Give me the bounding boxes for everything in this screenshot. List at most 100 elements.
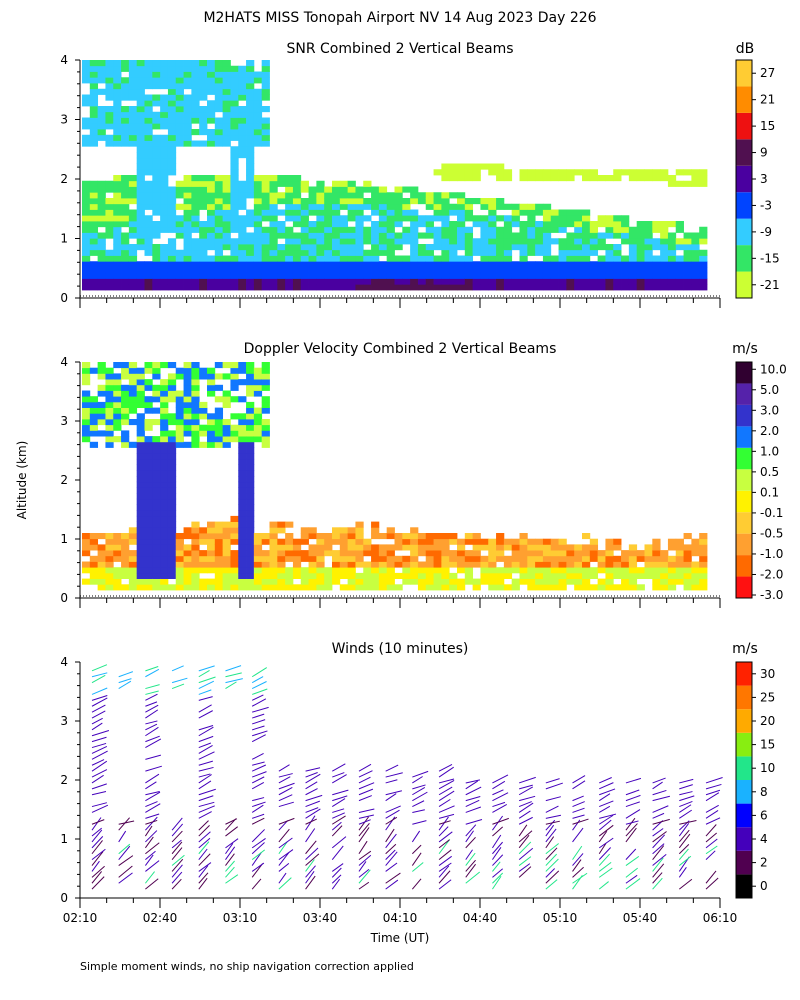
doppler-cell <box>113 401 122 408</box>
doppler-cell <box>277 550 286 557</box>
snr-cell <box>417 284 427 291</box>
doppler-cell <box>425 572 434 579</box>
doppler-cell <box>128 367 138 374</box>
doppler-cell <box>105 430 114 437</box>
doppler-cell <box>136 453 145 460</box>
snr-cell <box>417 272 427 279</box>
snr-cell <box>394 238 403 245</box>
snr-cell <box>324 278 333 285</box>
snr-cell <box>253 140 263 147</box>
snr-cell <box>332 278 341 285</box>
doppler-cell <box>652 538 661 545</box>
snr-cell <box>152 255 161 262</box>
snr-cell <box>167 221 177 228</box>
doppler-cell <box>82 401 91 408</box>
snr-cell <box>82 249 91 256</box>
snr-cell <box>175 192 184 199</box>
snr-cell <box>433 272 442 279</box>
doppler-cell <box>191 379 200 386</box>
snr-cell <box>246 163 255 170</box>
doppler-cell <box>238 550 247 557</box>
wind-barb <box>91 672 108 678</box>
wind-barb <box>118 843 131 855</box>
doppler-cell <box>144 447 153 454</box>
doppler-cell <box>238 487 247 494</box>
doppler-cell <box>269 533 278 540</box>
snr-cell <box>175 226 184 233</box>
snr-cell <box>207 261 216 268</box>
snr-cell <box>238 123 247 130</box>
wind-barb <box>251 849 266 861</box>
doppler-cell <box>292 561 302 568</box>
snr-cell <box>316 180 325 187</box>
snr-cell <box>167 123 177 130</box>
snr-cell <box>582 255 591 262</box>
snr-cell <box>105 209 114 216</box>
doppler-cell <box>246 373 255 380</box>
wind-barb <box>305 794 323 802</box>
snr-cell <box>488 284 497 291</box>
doppler-cell <box>105 533 114 540</box>
snr-cell <box>316 249 325 256</box>
snr-cell <box>167 106 177 113</box>
snr-cell <box>324 232 333 239</box>
snr-cell <box>261 198 270 205</box>
snr-cell <box>152 65 161 72</box>
wind-barb <box>678 878 693 890</box>
wind-barb <box>251 838 266 849</box>
snr-cell <box>683 261 692 268</box>
snr-cell <box>136 215 145 222</box>
doppler-cell <box>222 362 231 369</box>
snr-cell <box>160 198 169 205</box>
doppler-cell <box>160 441 169 448</box>
snr-cell <box>230 88 239 95</box>
doppler-cell <box>199 555 208 562</box>
snr-cell <box>253 209 263 216</box>
doppler-cell <box>82 424 91 431</box>
doppler-cell <box>238 544 247 551</box>
doppler-cell <box>105 413 114 420</box>
snr-cell <box>621 255 630 262</box>
snr-cell <box>238 261 247 268</box>
wind-barb <box>251 781 265 790</box>
wind-barb <box>305 865 316 878</box>
snr-cell <box>121 77 130 84</box>
doppler-cell <box>511 538 520 545</box>
snr-cell <box>207 226 216 233</box>
wind-barb <box>278 851 290 866</box>
snr-cell <box>503 244 513 251</box>
snr-cell <box>230 278 239 285</box>
snr-cell <box>238 244 247 251</box>
doppler-cell <box>433 533 442 540</box>
snr-cell <box>105 203 114 210</box>
wind-barb <box>145 701 158 707</box>
snr-cell <box>238 203 247 210</box>
snr-cell <box>355 198 364 205</box>
snr-cell <box>246 267 255 274</box>
snr-cell <box>597 215 606 222</box>
doppler-cell <box>691 561 700 568</box>
snr-cell <box>699 261 708 268</box>
snr-cell <box>175 60 184 67</box>
doppler-cell <box>160 424 169 431</box>
snr-cell <box>230 83 239 90</box>
wind-barb <box>438 798 451 807</box>
doppler-cell <box>574 561 583 568</box>
snr-cell <box>89 238 99 245</box>
snr-cell <box>496 267 505 274</box>
doppler-cell <box>82 538 91 545</box>
snr-cell <box>230 215 239 222</box>
doppler-cell <box>246 567 255 574</box>
wind-barb <box>625 777 642 784</box>
snr-cell <box>113 88 122 95</box>
doppler-cell <box>238 515 247 522</box>
doppler-cell <box>144 384 153 391</box>
wind-barb <box>492 861 501 872</box>
wind-barb <box>438 766 454 778</box>
snr-cell <box>449 169 458 176</box>
snr-cell <box>105 60 114 67</box>
doppler-cell <box>261 384 270 391</box>
snr-cell <box>128 83 138 90</box>
snr-cell <box>253 106 263 113</box>
doppler-cell <box>105 544 114 551</box>
